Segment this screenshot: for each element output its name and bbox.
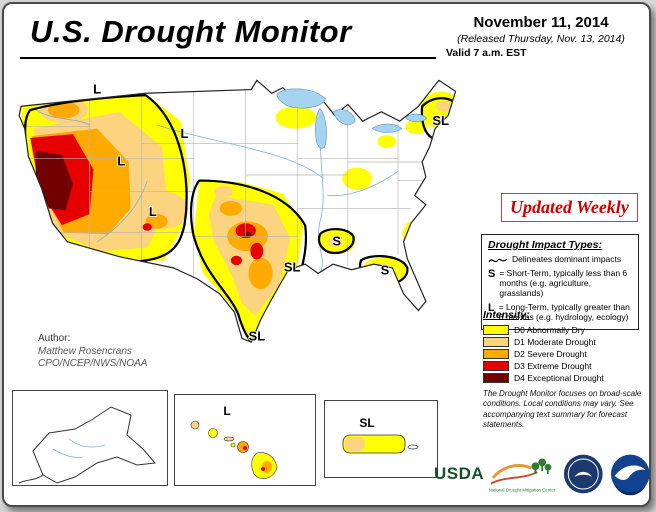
big-island-d3-spot <box>261 467 265 471</box>
page-title: U.S. Drought Monitor <box>30 14 352 49</box>
maui-d3-spot <box>243 446 247 450</box>
impact-label-sl: SL <box>249 328 266 343</box>
island-lanai <box>230 442 236 448</box>
intensity-level-label: D2 Severe Drought <box>514 349 587 359</box>
impact-label-l: L <box>149 204 157 219</box>
hawaii-impact-label: L <box>223 404 230 418</box>
island-vieques <box>407 444 419 450</box>
intensity-swatch <box>483 337 509 347</box>
long-term-description: = Long-Term, typically greater than 6 mo… <box>498 301 630 322</box>
author-org: CPO/NCEP/NWS/NOAA <box>38 358 148 369</box>
impact-label-l: L <box>117 154 125 169</box>
header-date-block: November 11, 2014 (Released Thursday, No… <box>438 14 644 59</box>
impact-label-l: L <box>93 81 101 96</box>
aleutian-islands <box>18 474 44 484</box>
disclaimer-note: The Drought Monitor focuses on broad-sca… <box>483 389 642 430</box>
intensity-rows: D0 Abnormally Dry D1 Moderate Drought D2 S… <box>483 325 645 383</box>
short-term-description: = Short-Term, typically less than 6 mont… <box>499 268 628 299</box>
intensity-level-row: D1 Moderate Drought <box>483 337 645 347</box>
long-term-symbol: L <box>488 301 495 314</box>
agency-logos: USDA National Drought Mitigation Center <box>434 442 652 506</box>
impact-labels-layer: L L L L S SL S SL SL <box>92 81 449 344</box>
alaska-rivers <box>52 438 106 458</box>
island-oahu <box>208 428 218 438</box>
intensity-heading: Intensity: <box>483 309 530 321</box>
alaska-inset-map <box>12 390 168 486</box>
valid-time: Valid 7 a.m. EST <box>446 47 527 59</box>
map-date: November 11, 2014 <box>473 14 609 31</box>
impact-label-l: L <box>180 126 188 141</box>
commerce-eagle-icon <box>574 471 592 477</box>
header-divider <box>20 57 436 59</box>
conus-drought-map: L L L L S SL S SL SL <box>18 79 457 344</box>
intensity-level-row: D4 Exceptional Drought <box>483 373 645 383</box>
release-date: (Released Thursday, Nov. 13, 2014) <box>457 33 625 45</box>
drought-monitor-report: U.S. Drought Monitor November 11, 2014 (… <box>2 2 651 507</box>
impact-types-heading: Drought Impact Types: <box>488 239 602 251</box>
author-label: Author: <box>38 333 71 344</box>
island-molokai <box>223 436 235 442</box>
intensity-level-label: D3 Extreme Drought <box>514 361 592 371</box>
impact-types-legend: Drought Impact Types: Delineates dominan… <box>481 234 639 330</box>
intensity-swatch <box>483 361 509 371</box>
intensity-level-label: D4 Exceptional Drought <box>514 373 604 383</box>
short-term-symbol: S <box>488 268 496 280</box>
intensity-level-label: D1 Moderate Drought <box>514 337 596 347</box>
great-lakes <box>276 88 428 149</box>
intensity-legend: Intensity: D0 Abnormally Dry D1 Moderate … <box>483 309 645 385</box>
rivers <box>35 109 399 274</box>
island-kauai <box>190 420 200 430</box>
intensity-swatch <box>483 325 509 335</box>
updated-weekly-badge: Updated Weekly <box>501 193 638 222</box>
state-boundaries <box>21 89 424 281</box>
intensity-level-label: D0 Abnormally Dry <box>514 325 585 335</box>
conus-map-container: L L L L S SL S SL SL <box>8 60 528 394</box>
ndmc-caption: National Drought Mitigation Center <box>489 487 556 492</box>
big-island-d2-patch <box>262 461 272 473</box>
commerce-seal-logo <box>563 454 603 494</box>
ndmc-trees-icon <box>531 458 552 474</box>
impact-label-s: S <box>332 234 341 249</box>
delineates-text: Delineates dominant impacts <box>512 254 622 264</box>
usda-logo: USDA <box>434 464 485 483</box>
impact-label-s: S <box>381 262 390 277</box>
author-block: Author: Matthew Rosencrans CPO/NCEP/NWS/… <box>38 333 147 371</box>
intensity-swatch <box>483 349 509 359</box>
intensity-swatch <box>483 373 509 383</box>
impact-label-sl: SL <box>432 113 449 128</box>
island-maui <box>237 441 249 453</box>
pr-impact-label: SL <box>359 416 374 430</box>
pr-d1-patch <box>345 437 365 451</box>
author-name: Matthew Rosencrans <box>38 345 132 357</box>
alaska-landmass <box>32 406 156 484</box>
hawaii-inset-map: L <box>174 394 316 486</box>
intensity-level-row: D2 Severe Drought <box>483 349 645 359</box>
ndmc-logo: National Drought Mitigation Center <box>489 458 556 492</box>
impact-label-sl: SL <box>284 260 301 275</box>
intensity-level-row: D0 Abnormally Dry <box>483 325 645 335</box>
puerto-rico-inset-map: SL <box>324 400 438 478</box>
noaa-logo <box>611 454 651 496</box>
impact-delineation-squiggle-icon <box>488 258 508 263</box>
intensity-level-row: D3 Extreme Drought <box>483 361 645 371</box>
noaa-seagull-icon <box>615 465 647 480</box>
